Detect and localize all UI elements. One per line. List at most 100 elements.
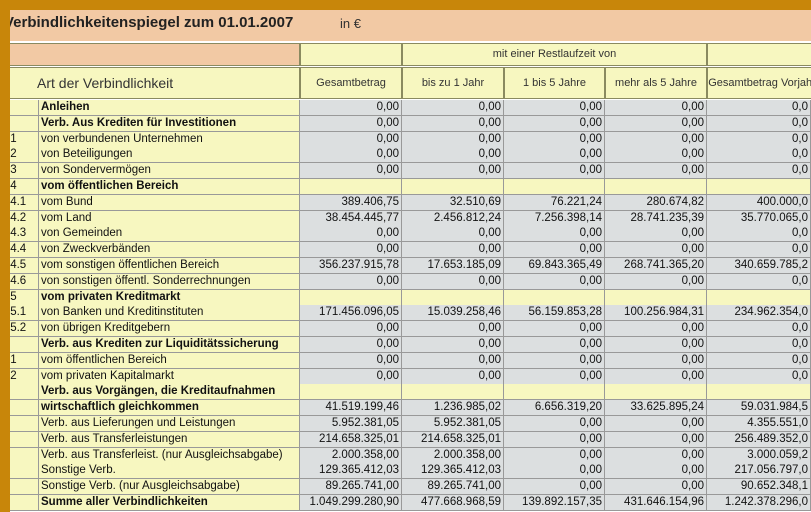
value-cell[interactable]: 33.625.895,24 [605, 400, 707, 417]
value-cell[interactable]: 0,00 [402, 147, 504, 164]
row-label[interactable]: von Beteiligungen [38, 147, 300, 164]
row-number[interactable]: .3 [10, 163, 38, 180]
value-cell[interactable]: 0,00 [402, 115, 504, 132]
value-cell[interactable]: 76.221,24 [504, 194, 605, 211]
value-cell[interactable]: 59.031.984,5 [707, 400, 811, 417]
value-cell[interactable] [707, 289, 811, 306]
row-label[interactable]: Verb. aus Vorgängen, die Kreditaufnahmen [38, 384, 300, 401]
value-cell[interactable]: 0,0 [707, 131, 811, 148]
value-cell[interactable]: 1.049.299.280,90 [300, 495, 402, 511]
row-number[interactable]: .1 [10, 352, 38, 369]
row-label[interactable]: Sonstige Verb. [38, 463, 300, 480]
value-cell[interactable]: 5.952.381,05 [402, 416, 504, 432]
value-cell[interactable]: 0,00 [504, 242, 605, 259]
value-cell[interactable]: 4.355.551,0 [707, 416, 811, 432]
value-cell[interactable]: 35.770.065,0 [707, 210, 811, 227]
value-cell[interactable]: 6.656.319,20 [504, 400, 605, 417]
value-cell[interactable]: 234.962.354,0 [707, 305, 811, 322]
value-cell[interactable]: 0,0 [707, 226, 811, 243]
row-number[interactable] [10, 479, 38, 496]
value-cell[interactable]: 171.456.096,05 [300, 305, 402, 322]
value-cell[interactable] [504, 289, 605, 306]
row-label[interactable]: vom Bund [38, 194, 300, 211]
value-cell[interactable] [605, 289, 707, 306]
value-cell[interactable]: 0,00 [402, 100, 504, 116]
value-cell[interactable]: 0,00 [402, 242, 504, 259]
row-label[interactable]: Anleihen [38, 100, 300, 116]
value-cell[interactable]: 0,00 [605, 321, 707, 338]
value-cell[interactable]: 2.000.358,00 [300, 447, 402, 464]
value-cell[interactable]: 0,00 [402, 368, 504, 385]
value-cell[interactable]: 38.454.445,77 [300, 210, 402, 227]
value-cell[interactable] [300, 179, 402, 195]
value-cell[interactable] [605, 179, 707, 195]
value-cell[interactable]: 389.406,75 [300, 194, 402, 211]
value-cell[interactable]: 0,00 [504, 273, 605, 290]
value-cell[interactable]: 400.000,0 [707, 194, 811, 211]
row-label[interactable]: Verb. aus Krediten zur Liquiditätssicher… [38, 337, 300, 353]
value-cell[interactable]: 100.256.984,31 [605, 305, 707, 322]
value-cell[interactable]: 0,00 [300, 226, 402, 243]
value-cell[interactable]: 0,00 [605, 368, 707, 385]
value-cell[interactable]: 0,00 [605, 273, 707, 290]
value-cell[interactable]: 0,00 [605, 479, 707, 496]
value-cell[interactable]: 214.658.325,01 [300, 431, 402, 448]
value-cell[interactable]: 0,00 [504, 131, 605, 148]
row-number[interactable]: .4.6 [10, 273, 38, 290]
value-cell[interactable]: 0,00 [504, 163, 605, 180]
value-cell[interactable]: 0,00 [605, 147, 707, 164]
value-cell[interactable]: 0,00 [504, 337, 605, 353]
value-cell[interactable] [402, 289, 504, 306]
value-cell[interactable]: 0,00 [504, 115, 605, 132]
row-label[interactable]: vom privaten Kreditmarkt [38, 289, 300, 306]
value-cell[interactable]: 1.242.378.296,0 [707, 495, 811, 511]
value-cell[interactable]: 0,00 [300, 100, 402, 116]
value-cell[interactable]: 41.519.199,46 [300, 400, 402, 417]
value-cell[interactable]: 477.668.968,59 [402, 495, 504, 511]
row-label[interactable]: Verb. aus Lieferungen und Leistungen [38, 416, 300, 432]
value-cell[interactable]: 431.646.154,96 [605, 495, 707, 511]
value-cell[interactable]: 1.236.985,02 [402, 400, 504, 417]
value-cell[interactable]: 268.741.365,20 [605, 258, 707, 274]
value-cell[interactable]: 17.653.185,09 [402, 258, 504, 274]
row-label[interactable]: Verb. aus Transferleist. (nur Ausgleichs… [38, 447, 300, 464]
value-cell[interactable]: 0,00 [605, 100, 707, 116]
value-cell[interactable]: 0,00 [504, 447, 605, 464]
row-number[interactable] [10, 431, 38, 448]
row-label[interactable]: von Gemeinden [38, 226, 300, 243]
value-cell[interactable]: 2.000.358,00 [402, 447, 504, 464]
row-label[interactable]: vom sonstigen öffentlichen Bereich [38, 258, 300, 274]
value-cell[interactable]: 256.489.352,0 [707, 431, 811, 448]
value-cell[interactable] [300, 384, 402, 401]
value-cell[interactable]: 280.674,82 [605, 194, 707, 211]
value-cell[interactable]: 0,0 [707, 163, 811, 180]
value-cell[interactable]: 0,00 [300, 273, 402, 290]
value-cell[interactable]: 0,00 [300, 147, 402, 164]
row-number[interactable] [10, 384, 38, 401]
value-cell[interactable]: 0,00 [504, 479, 605, 496]
value-cell[interactable] [402, 384, 504, 401]
row-number[interactable] [10, 495, 38, 511]
value-cell[interactable]: 0,00 [300, 242, 402, 259]
value-cell[interactable]: 0,00 [605, 352, 707, 369]
value-cell[interactable]: 0,00 [402, 163, 504, 180]
value-cell[interactable] [402, 179, 504, 195]
value-cell[interactable]: 89.265.741,00 [402, 479, 504, 496]
value-cell[interactable]: 69.843.365,49 [504, 258, 605, 274]
value-cell[interactable]: 0,00 [605, 131, 707, 148]
value-cell[interactable]: 0,00 [605, 416, 707, 432]
value-cell[interactable]: 7.256.398,14 [504, 210, 605, 227]
value-cell[interactable]: 56.159.853,28 [504, 305, 605, 322]
value-cell[interactable]: 89.265.741,00 [300, 479, 402, 496]
value-cell[interactable] [707, 384, 811, 401]
value-cell[interactable]: 0,00 [605, 242, 707, 259]
value-cell[interactable]: 129.365.412,03 [402, 463, 504, 480]
row-label[interactable]: von sonstigen öffentl. Sonderrechnungen [38, 273, 300, 290]
value-cell[interactable]: 0,0 [707, 368, 811, 385]
row-number[interactable] [10, 416, 38, 432]
row-number[interactable]: .5 [10, 289, 38, 306]
row-label[interactable]: Verb. Aus Krediten für Investitionen [38, 115, 300, 132]
value-cell[interactable]: 0,00 [402, 273, 504, 290]
value-cell[interactable] [707, 179, 811, 195]
value-cell[interactable]: 0,0 [707, 115, 811, 132]
